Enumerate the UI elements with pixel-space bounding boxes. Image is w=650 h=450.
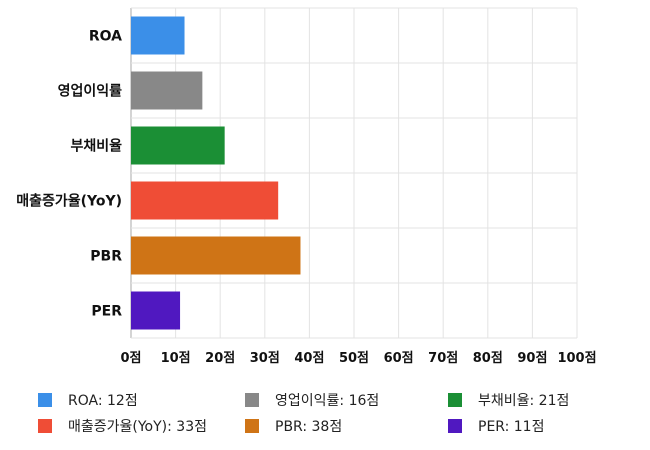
x-tick-label-70: 70점: [428, 351, 458, 366]
legend-swatch-sales-growth: [38, 419, 52, 433]
legend-label-per: PER: 11점: [478, 419, 545, 435]
legend-label-operating-margin: 영업이익률: 16점: [275, 393, 380, 409]
x-tick-label-30: 30점: [250, 351, 280, 366]
legend-label-sales-growth: 매출증가율(YoY): 33점: [68, 419, 207, 435]
bar-roa: [131, 16, 185, 55]
legend-item-pbr: PBR: 38점: [245, 416, 342, 436]
x-tick-label-60: 60점: [384, 351, 414, 366]
legend-item-per: PER: 11점: [448, 416, 544, 436]
x-tick-label-0: 0점: [120, 351, 141, 366]
bar-sales-growth: [131, 181, 279, 220]
legend-item-sales-growth: 매출증가율(YoY): 33점: [38, 416, 207, 436]
legend-item-roa: ROA: 12점: [38, 390, 138, 410]
x-tick-label-50: 50점: [339, 351, 369, 366]
category-label-sales-growth: 매출증가율(YoY): [16, 193, 122, 210]
x-tick-label-10: 10점: [161, 351, 191, 366]
bar-operating-margin: [131, 71, 203, 110]
legend-label-debt-ratio: 부채비율: 21점: [478, 393, 570, 409]
x-tick-label-20: 20점: [205, 351, 235, 366]
legend-item-debt-ratio: 부채비율: 21점: [448, 390, 569, 410]
legend-label-pbr: PBR: 38점: [275, 419, 343, 435]
legend-swatch-per: [448, 419, 462, 433]
category-label-roa: ROA: [89, 29, 122, 45]
legend-label-roa: ROA: 12점: [68, 393, 138, 409]
bar-pbr: [131, 236, 301, 275]
x-tick-label-80: 80점: [473, 351, 503, 366]
category-label-pbr: PBR: [90, 249, 122, 265]
legend-swatch-pbr: [245, 419, 259, 433]
legend-swatch-debt-ratio: [448, 393, 462, 407]
category-label-operating-margin: 영업이익률: [58, 83, 123, 100]
legend-item-operating-margin: 영업이익률: 16점: [245, 390, 379, 410]
category-label-debt-ratio: 부채비율: [70, 138, 122, 155]
bar-per: [131, 291, 181, 330]
legend-swatch-operating-margin: [245, 393, 259, 407]
x-tick-label-100: 100점: [557, 351, 596, 366]
legend-swatch-roa: [38, 393, 52, 407]
x-tick-label-90: 90점: [517, 351, 547, 366]
bar-debt-ratio: [131, 126, 225, 165]
x-tick-label-40: 40점: [294, 351, 324, 366]
category-label-per: PER: [91, 304, 122, 320]
